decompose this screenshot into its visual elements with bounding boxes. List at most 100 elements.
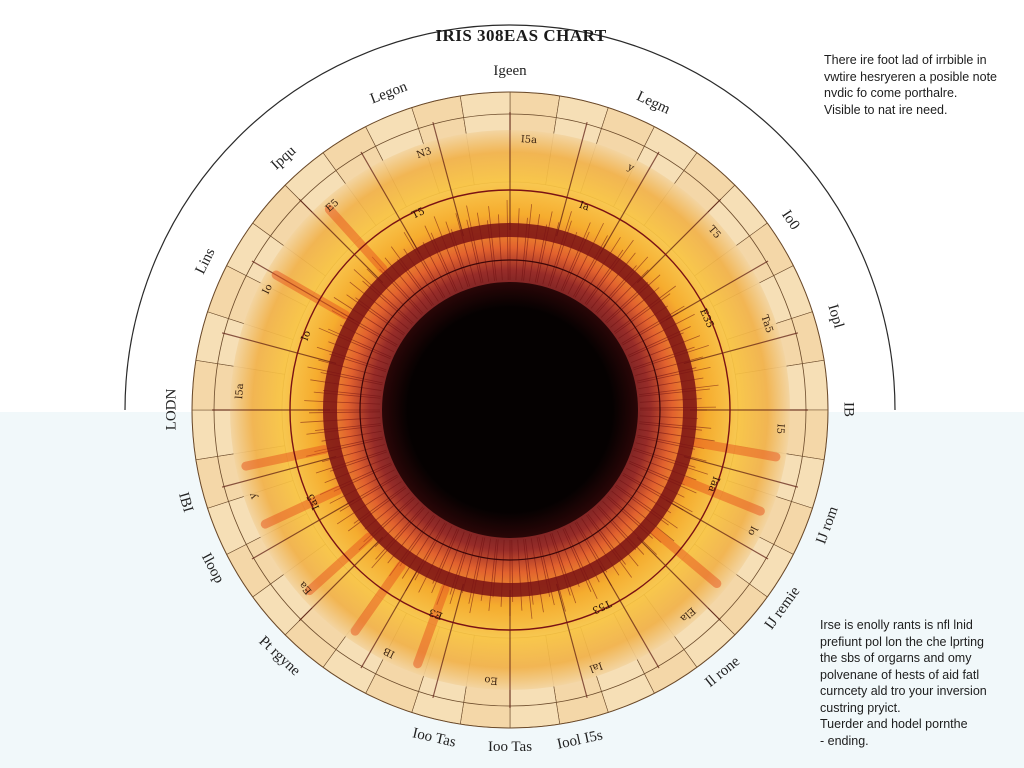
iris-fibre: [621, 305, 685, 344]
iris-fibre: [638, 429, 715, 442]
zone-label: I5: [774, 423, 786, 434]
note-top-line: Visible to nat ire need.: [824, 102, 948, 117]
outer-arc: [124, 24, 896, 411]
iris-fibre: [560, 222, 591, 291]
iris-fibre: [336, 481, 402, 525]
iris-fibre: [488, 206, 497, 281]
zone-divider: [221, 456, 337, 488]
zone-divider: [556, 583, 588, 699]
band-label: Iaa: [706, 475, 722, 494]
iris-fibre: [469, 537, 486, 614]
iris-fibre: [627, 326, 691, 356]
note-bottom-line: prefiunt pol lon the che lprting: [820, 634, 984, 649]
iris-fibre: [613, 285, 676, 333]
iris-fibre: [403, 231, 444, 299]
outer-ring-border: [191, 91, 829, 729]
outer-zone-label: LODN: [163, 388, 180, 431]
zone-label: l5a: [234, 383, 246, 399]
iris-fibre: [455, 213, 476, 285]
iris-fibre: [517, 539, 523, 611]
iris-fibre: [590, 252, 636, 309]
zone-label: y: [247, 491, 260, 501]
iris-fibre: [592, 510, 639, 567]
zone-divider: [599, 565, 660, 669]
iris-fibre: [637, 366, 711, 384]
zone-divider: [298, 536, 384, 622]
zone-divider: [636, 536, 722, 622]
iris-fibre: [573, 235, 608, 297]
iris-fibre: [639, 388, 710, 397]
iris-fibre: [631, 455, 697, 481]
iris-fibre: [523, 204, 533, 281]
zone-divider: [221, 332, 337, 364]
iris-fibre: [449, 534, 472, 605]
note-top: There ire foot lad of irrbible in vwtire…: [824, 52, 1020, 118]
iris-fibre: [530, 538, 544, 613]
zone-label: IB: [382, 645, 397, 660]
collarette-ring: [323, 223, 697, 597]
iris-fibre: [390, 246, 434, 306]
iris-flare: [304, 532, 374, 596]
iris-fibre: [596, 256, 649, 314]
outer-zone-label: IB: [840, 402, 857, 417]
iris-fibre: [549, 220, 572, 287]
note-bottom-line: custring pryict.: [820, 700, 901, 715]
iris-fibre: [418, 526, 453, 593]
iris-fibre: [515, 208, 520, 281]
zone-divider: [432, 583, 464, 699]
note-bottom-line: Irse is enolly rants is nfl lnid: [820, 618, 973, 632]
iris-fibre: [564, 527, 598, 599]
iris-fibre: [611, 490, 675, 542]
zone-divider: [665, 260, 769, 321]
zone-label: Io: [261, 282, 275, 296]
zone-divider: [683, 332, 799, 364]
zone-label: N3: [415, 146, 433, 161]
iris-fibre: [431, 529, 460, 594]
pupil-ring-border: [359, 259, 661, 561]
iris-fibre: [328, 328, 392, 358]
iris-fibre: [538, 536, 555, 606]
iris-fibre: [315, 449, 387, 474]
iris-fibre: [623, 473, 693, 513]
iris-fibre: [333, 297, 401, 341]
iris-fibre: [324, 457, 390, 483]
iris-fibre: [300, 417, 381, 423]
iris-fibre: [625, 313, 695, 351]
iris-fibre: [304, 400, 381, 405]
band-label: Ia: [578, 200, 591, 214]
zone-divider: [360, 151, 421, 255]
iris-fibre: [630, 335, 701, 363]
iris-fibre: [633, 449, 708, 475]
zone-divider: [665, 499, 769, 560]
note-bottom-line: curncety ald tro your inversion: [820, 684, 987, 698]
iris-flare: [350, 561, 406, 636]
chart-title: IRIS 308EAS CHART: [435, 26, 607, 45]
iris-fibre: [306, 424, 381, 435]
band-label: E3: [428, 606, 445, 621]
outer-zone-label: Igeen: [493, 63, 527, 79]
iris-fibre: [639, 421, 712, 429]
iris-fibre: [318, 327, 391, 360]
iris-fibre: [548, 211, 572, 286]
zone-label: lo: [745, 524, 759, 537]
iris-fibre: [353, 269, 414, 324]
iris-fibre: [562, 528, 592, 592]
zone-label: y: [625, 161, 636, 174]
zone-divider: [251, 499, 355, 560]
iris-flare: [681, 476, 765, 516]
iris-fibre: [375, 506, 424, 560]
iris-fibre: [401, 519, 441, 579]
zone-label: I5a: [520, 134, 537, 146]
zone-divider: [556, 121, 588, 237]
iris-flare: [692, 438, 781, 462]
band-label: Io: [300, 329, 314, 342]
note-top-line: There ire foot lad of irrbible in: [824, 53, 987, 67]
iris-fibre: [579, 237, 621, 301]
iris-fibre: [635, 356, 703, 376]
iris-flare: [324, 204, 388, 274]
zone-divider: [360, 565, 421, 669]
iris-fibre: [488, 539, 497, 611]
zone-label: Ta5: [758, 314, 774, 335]
iris-flare: [241, 445, 329, 471]
